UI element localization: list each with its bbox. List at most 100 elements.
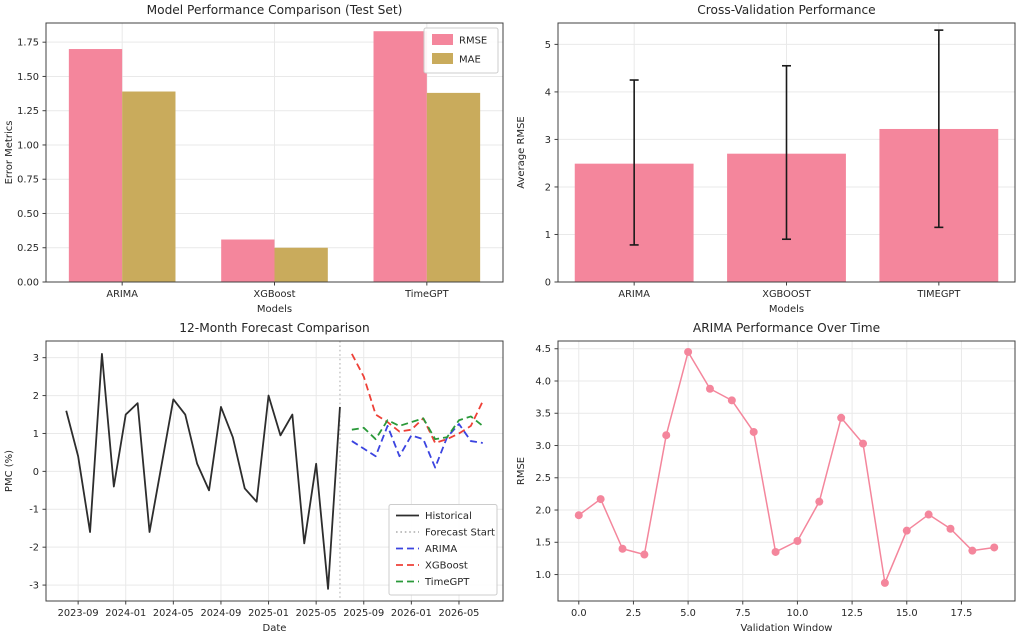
line-series-historical xyxy=(65,352,341,590)
line-series-timegpt xyxy=(351,415,484,441)
y-tick-label: 5 xyxy=(545,40,551,51)
x-tick-label: 2024-01 xyxy=(105,608,146,619)
chart-title: ARIMA Performance Over Time xyxy=(693,321,880,335)
plot-border xyxy=(557,340,1016,602)
y-tick-label: -3 xyxy=(29,580,39,591)
bar-rmse-timegpt xyxy=(373,31,427,282)
x-axis-label: Validation Window xyxy=(741,623,833,634)
x-tick-label: 2026-05 xyxy=(438,608,479,619)
x-tick-label: 2025-09 xyxy=(343,608,384,619)
bar-rmse-arima xyxy=(68,49,123,283)
line-timegpt xyxy=(351,415,484,441)
y-tick-label: 0.25 xyxy=(17,243,39,254)
y-tick-label: 3.5 xyxy=(535,409,551,420)
axes: ARIMA XGBoost TimeGPT 0.00 0.25 0.50 0.75 1.00 1… xyxy=(17,38,449,300)
legend-swatch-mae xyxy=(432,53,453,64)
marker-rmse xyxy=(946,524,955,533)
x-tick-label: 2025-01 xyxy=(248,608,289,619)
chart-arima-performance: ARIMA Performance Over Time 0.0 2.5 5.0 7.5… xyxy=(512,318,1024,637)
y-tick-label: 1.00 xyxy=(17,140,39,151)
axes: 2023-09 2024-01 2024-05 2024-09 2025-01 2025-… xyxy=(29,353,479,619)
axes: 0.0 2.5 5.0 7.5 10.0 12.5 15.0 17.5 1.0 1.5 2.0 2.5… xyxy=(535,344,972,619)
chart-forecast-comparison: 12-Month Forecast Comparison 2023-09 2024… xyxy=(0,318,512,637)
chart-cross-validation: Cross-Validation Performance ARIMA XGBOOS… xyxy=(512,0,1024,318)
legend-label-rmse: RMSE xyxy=(459,36,487,47)
legend: RMSE MAE xyxy=(423,27,499,74)
x-axis-label: Models xyxy=(257,304,292,315)
x-tick-label: XGBoost xyxy=(254,289,296,300)
chart-title: Cross-Validation Performance xyxy=(697,3,875,17)
y-axis-label: Average RMSE xyxy=(516,116,527,189)
line-series-arima xyxy=(351,423,483,469)
marker-rmse xyxy=(749,427,758,436)
bar-mae-timegpt xyxy=(426,92,481,282)
marker-rmse xyxy=(705,384,714,393)
marker-rmse xyxy=(574,511,583,520)
marker-rmse xyxy=(640,550,649,559)
x-tick-label: 17.5 xyxy=(951,608,973,619)
bar-rmse-xgboost xyxy=(221,239,275,282)
legend-label-arima: ARIMA xyxy=(425,544,457,555)
marker-rmse xyxy=(902,526,911,535)
y-axis-label: Error Metrics xyxy=(4,121,15,185)
x-axis-label: Date xyxy=(263,623,287,634)
y-tick-label: 1 xyxy=(545,230,551,241)
y-tick-label: 4.5 xyxy=(535,344,551,355)
y-tick-label: 0 xyxy=(33,467,39,478)
legend-label-forecast-start: Forecast Start xyxy=(425,527,495,538)
y-tick-label: 0.00 xyxy=(17,277,39,288)
marker-rmse xyxy=(684,347,693,356)
marker-rmse xyxy=(618,544,627,553)
y-tick-label: -1 xyxy=(29,505,39,516)
y-tick-label: 1.5 xyxy=(535,538,551,549)
x-tick-label: 2023-09 xyxy=(58,608,99,619)
x-tick-label: ARIMA xyxy=(106,289,138,300)
y-tick-label: 2 xyxy=(545,182,551,193)
legend-box xyxy=(388,504,498,596)
y-tick-label: -2 xyxy=(29,543,39,554)
x-tick-label: 2024-05 xyxy=(153,608,194,619)
x-tick-label: 15.0 xyxy=(896,608,918,619)
marker-rmse xyxy=(596,495,605,504)
marker-rmse xyxy=(815,497,824,506)
line-series-xgboost xyxy=(351,353,484,444)
chart-arima-performance-canvas: 0.0 2.5 5.0 7.5 10.0 12.5 15.0 17.5 1.0 1.5 2.0 2.5… xyxy=(516,321,1016,634)
y-tick-label: 3 xyxy=(545,135,551,146)
x-tick-label: TimeGPT xyxy=(404,289,449,300)
marker-rmse xyxy=(771,547,780,556)
y-tick-label: 4 xyxy=(545,87,551,98)
marker-rmse xyxy=(990,543,999,552)
y-tick-label: 2.0 xyxy=(535,505,551,516)
chart-forecast-comparison-canvas: 2023-09 2024-01 2024-05 2024-09 2025-01 2025-… xyxy=(4,321,504,634)
x-axis-label: Models xyxy=(769,304,804,315)
y-tick-label: 2 xyxy=(33,391,39,402)
x-tick-label: 12.5 xyxy=(841,608,863,619)
line-xgboost xyxy=(351,353,484,444)
legend-label-xgboost: XGBoost xyxy=(425,560,468,571)
marker-rmse xyxy=(968,546,977,555)
marker-rmse xyxy=(924,510,933,519)
chart-title: Model Performance Comparison (Test Set) xyxy=(147,3,403,17)
x-tick-label: 2.5 xyxy=(626,608,642,619)
x-tick-label: ARIMA xyxy=(618,289,650,300)
x-tick-label: 2025-05 xyxy=(296,608,337,619)
marker-rmse xyxy=(837,413,846,422)
x-tick-label: XGBOOST xyxy=(762,289,811,300)
x-tick-label: 2024-09 xyxy=(200,608,241,619)
x-tick-label: 0.0 xyxy=(571,608,587,619)
y-tick-label: 0.75 xyxy=(17,175,39,186)
y-tick-label: 1.25 xyxy=(17,106,39,117)
y-tick-label: 4.0 xyxy=(535,376,551,387)
chart-cross-validation-canvas: ARIMA XGBOOST TIMEGPT 0 1 2 3 4 5 Models Average R… xyxy=(516,3,1016,315)
y-tick-label: 1.50 xyxy=(17,72,39,83)
chart-model-performance-canvas: ARIMA XGBoost TimeGPT 0.00 0.25 0.50 0.75 1.00 1… xyxy=(4,3,504,315)
y-tick-label: 1 xyxy=(33,429,39,440)
x-tick-label: 7.5 xyxy=(735,608,751,619)
y-tick-label: 1.75 xyxy=(17,38,39,49)
x-tick-label: TIMEGPT xyxy=(916,289,961,300)
marker-rmse xyxy=(880,578,889,587)
y-tick-label: 3.0 xyxy=(535,441,551,452)
marker-rmse xyxy=(859,439,868,448)
bar-mae-arima xyxy=(122,91,176,282)
